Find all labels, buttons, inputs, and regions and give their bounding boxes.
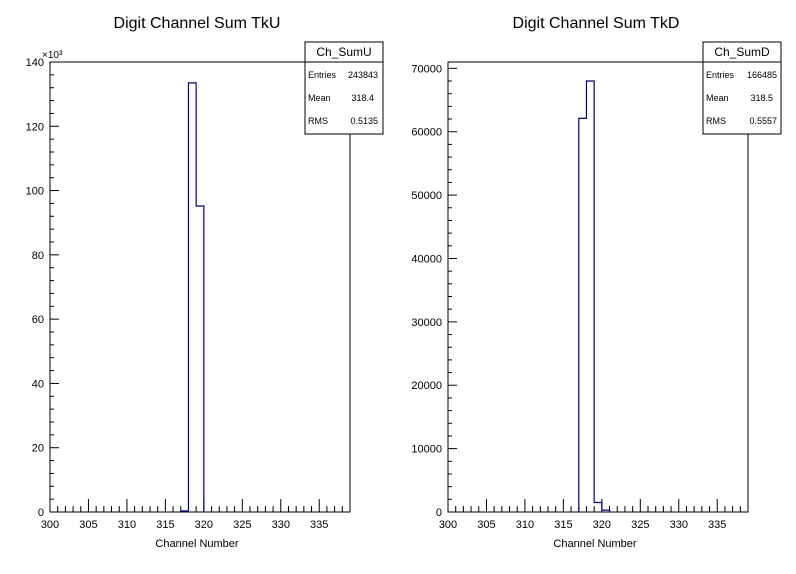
y-tick-label: 50000	[411, 190, 442, 202]
x-tick-label: 310	[118, 519, 136, 531]
x-tick-label: 320	[195, 519, 213, 531]
y-tick-label: 120	[26, 121, 44, 133]
histogram-outline	[578, 80, 611, 512]
x-tick-label: 325	[631, 519, 649, 531]
stats-rms-value: 0.5557	[749, 116, 777, 126]
y-tick-label: 70000	[411, 63, 442, 75]
histogram-bin	[196, 206, 204, 512]
stats-box-frame	[702, 41, 782, 135]
x-tick-label: 315	[554, 519, 572, 531]
x-tick-label: 330	[670, 519, 688, 531]
stats-mean-value: 318.4	[351, 93, 374, 103]
x-axis: 300 305 310 315 320 325 330 335	[439, 499, 749, 531]
stats-box-name: Ch_SumD	[714, 45, 770, 59]
x-tick-label: 305	[79, 519, 97, 531]
y-tick-label: 40	[32, 378, 44, 390]
y-tick-label: 140	[26, 57, 44, 69]
stats-mean-value: 318.5	[750, 93, 773, 103]
plot-frame	[49, 61, 351, 513]
stats-box-name: Ch_SumU	[316, 45, 371, 59]
x-axis-label: Channel Number	[155, 538, 238, 550]
x-tick-label: 325	[233, 519, 251, 531]
chart-title: Digit Channel Sum TkU	[114, 15, 281, 32]
histogram-bin	[594, 502, 602, 512]
y-tick-label: 100	[26, 186, 44, 198]
stats-rms-value: 0.5135	[350, 116, 378, 126]
x-tick-label: 335	[708, 519, 726, 531]
histogram-outline	[180, 82, 205, 512]
stats-entries-value: 166485	[747, 70, 777, 80]
histogram-panel-tkd: Digit Channel Sum TkD 0 10000 20000 30000 40…	[411, 15, 782, 550]
x-tick-label: 300	[439, 519, 457, 531]
stats-box: Ch_SumU Entries 243843 Mean 318.4 RMS 0.…	[304, 41, 384, 135]
y-tick-label: 60000	[411, 127, 442, 139]
y-tick-label: 0	[38, 507, 44, 519]
y-tick-label: 20000	[411, 380, 442, 392]
stats-mean-label: Mean	[308, 93, 331, 103]
x-tick-label: 305	[477, 519, 495, 531]
x-tick-label: 320	[593, 519, 611, 531]
plot-frame	[447, 61, 749, 513]
y-tick-label: 20	[32, 443, 44, 455]
y-tick-label: 0	[436, 507, 442, 519]
stats-entries-label: Entries	[308, 70, 337, 80]
chart-title: Digit Channel Sum TkD	[513, 15, 680, 32]
y-tick-label: 30000	[411, 317, 442, 329]
stats-mean-label: Mean	[706, 93, 729, 103]
stats-box: Ch_SumD Entries 166485 Mean 318.5 RMS 0.…	[702, 41, 782, 135]
stats-entries-value: 243843	[348, 70, 378, 80]
x-axis: 300 305 310 315 320 325 330 335	[41, 499, 351, 531]
stats-rms-label: RMS	[706, 116, 726, 126]
y-tick-label: 60	[32, 314, 44, 326]
y-axis: 0 20 40 60 80 100 120 140	[26, 57, 59, 519]
y-tick-label: 10000	[411, 444, 442, 456]
x-axis-label: Channel Number	[553, 538, 636, 550]
y-tick-label: 40000	[411, 253, 442, 265]
histogram-bin	[579, 118, 587, 512]
x-tick-label: 330	[272, 519, 290, 531]
histogram-panel-tku: Digit Channel Sum TkU 0 20 40 60 80 100 120 140…	[26, 15, 384, 550]
histogram-bin	[586, 81, 594, 512]
histogram-bin	[188, 83, 196, 512]
stats-box-frame	[304, 41, 384, 135]
x-tick-label: 310	[516, 519, 534, 531]
x-tick-label: 335	[310, 519, 328, 531]
x-tick-label: 315	[156, 519, 174, 531]
y-tick-label: 80	[32, 250, 44, 262]
y-multiplier-label: ×10³	[42, 50, 63, 61]
stats-rms-label: RMS	[308, 116, 328, 126]
stats-entries-label: Entries	[706, 70, 735, 80]
y-axis: 0 10000 20000 30000 40000 50000 60000 70000	[411, 63, 457, 519]
x-tick-label: 300	[41, 519, 59, 531]
